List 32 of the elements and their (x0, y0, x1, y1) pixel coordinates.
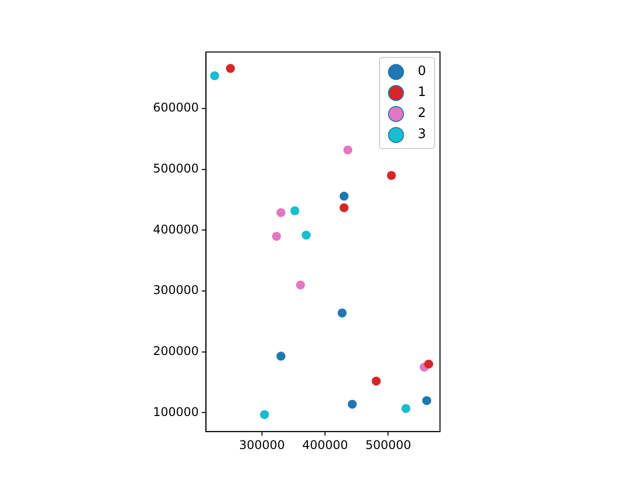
y-tick-label: 500000 (152, 162, 199, 176)
point (340, 203, 349, 212)
point (226, 64, 235, 73)
point (260, 410, 270, 420)
point (343, 145, 352, 154)
point (422, 396, 432, 406)
y-tick-label: 300000 (152, 283, 199, 298)
point (372, 376, 381, 386)
point (272, 232, 282, 241)
x-tick-label: 400000 (302, 438, 348, 452)
point (386, 170, 396, 180)
point (276, 208, 286, 218)
point (424, 360, 434, 369)
legend-label: 3 (418, 127, 426, 142)
x-tick-label: 500000 (365, 438, 412, 452)
point (348, 400, 357, 409)
point (290, 206, 300, 216)
point (401, 404, 410, 413)
point (296, 280, 305, 290)
point (276, 352, 286, 361)
legend-label: 1 (418, 85, 426, 100)
y-tick-label: 600000 (152, 100, 199, 115)
y-tick-label: 400000 (152, 222, 199, 236)
point (340, 192, 349, 201)
point (210, 71, 220, 80)
x-tick-label: 300000 (239, 438, 285, 452)
y-tick-label: 200000 (152, 344, 199, 358)
y-tick-label: 100000 (152, 404, 199, 419)
legend-label: 0 (418, 64, 426, 79)
point (302, 230, 311, 240)
point (338, 308, 347, 318)
legend-label: 2 (418, 106, 426, 121)
